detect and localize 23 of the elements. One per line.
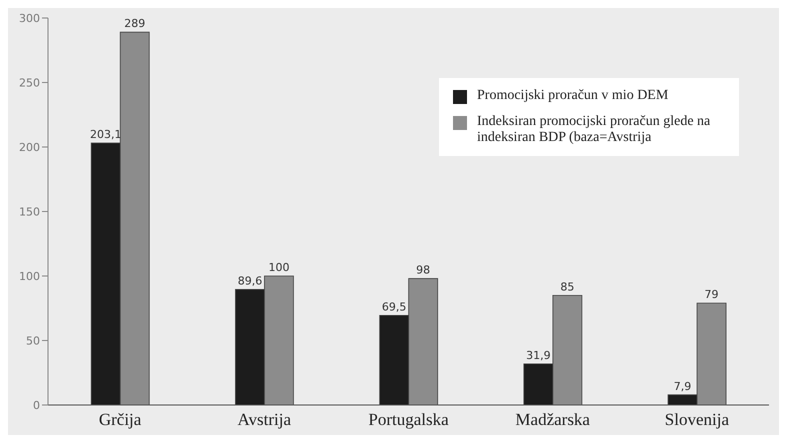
x-tick-label: Avstrija: [238, 410, 292, 430]
y-tick-label: 50: [26, 334, 40, 348]
data-label: 100: [268, 261, 290, 274]
data-label: 289: [124, 17, 146, 30]
y-tick-label: 250: [19, 76, 40, 90]
data-label: 7,9: [674, 380, 692, 393]
y-tick-label: 100: [19, 270, 40, 283]
legend-label: Indeksiran promocijski proračun glede na indeksiran BDP (baza=Avstrija: [477, 114, 712, 146]
x-tick-label: Portugalska: [368, 410, 450, 430]
x-tick-label: Slovenija: [664, 410, 730, 430]
y-tick-label: 200: [19, 140, 40, 154]
legend-label: Promocijski proračun v mio DEM: [477, 88, 668, 104]
y-tick-label: 0: [33, 398, 40, 412]
data-label: 98: [416, 264, 430, 277]
data-label: 31,9: [526, 348, 551, 362]
y-tick-label: 150: [19, 205, 40, 218]
y-tick-label: 300: [19, 12, 40, 25]
data-label: 89,6: [238, 274, 262, 288]
x-tick-label: Madžarska: [515, 410, 590, 430]
data-label: 85: [560, 280, 574, 294]
data-label: 79: [704, 288, 719, 302]
x-tick-label: Grčija: [98, 410, 142, 430]
data-label: 69,5: [382, 300, 406, 314]
